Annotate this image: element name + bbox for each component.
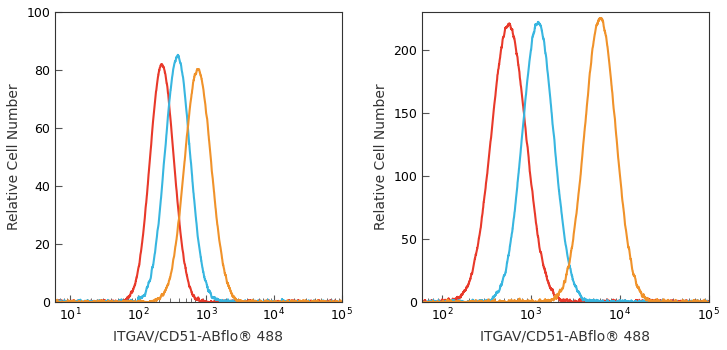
X-axis label: ITGAV/CD51-ABflo® 488: ITGAV/CD51-ABflo® 488 (481, 329, 651, 343)
Y-axis label: Relative Cell Number: Relative Cell Number (7, 84, 21, 230)
Y-axis label: Relative Cell Number: Relative Cell Number (374, 84, 388, 230)
X-axis label: ITGAV/CD51-ABflo® 488: ITGAV/CD51-ABflo® 488 (113, 329, 284, 343)
